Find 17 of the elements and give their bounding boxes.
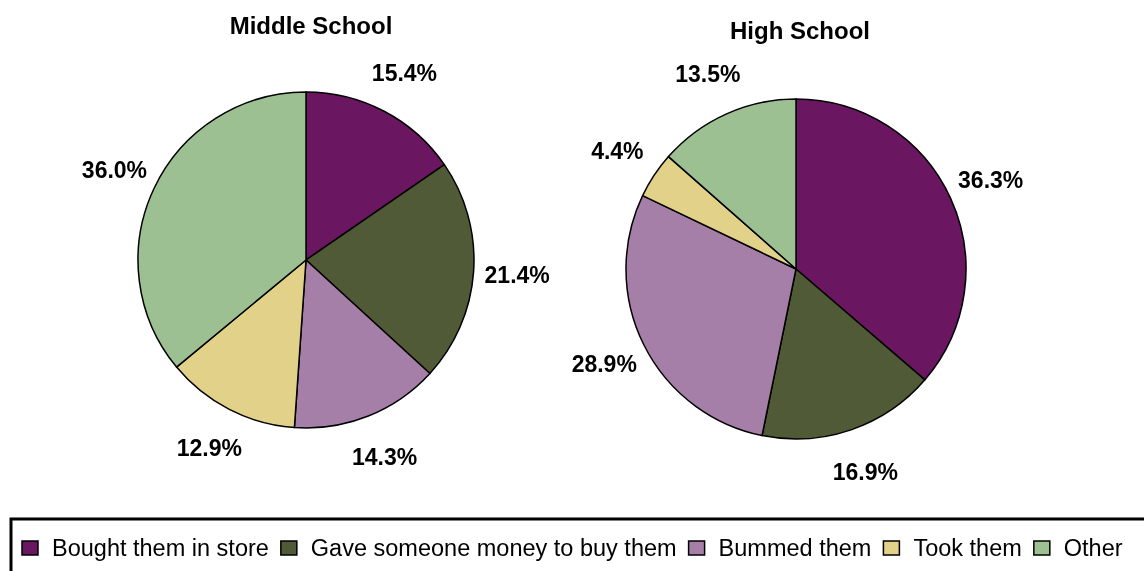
data-label: 16.9% [832,458,898,485]
legend-label: Took them [913,535,1022,561]
legend-label: Bought them in store [52,535,269,561]
legend-label: Bummed them [718,535,872,561]
chart-title: Middle School [229,12,393,39]
data-label: 4.4% [591,137,644,164]
chart-title: High School [730,17,870,44]
legend-label: Other [1063,535,1123,561]
data-label: 28.9% [571,351,637,378]
data-label: 14.3% [351,443,418,470]
data-label: 36.3% [958,166,1024,193]
data-label: 12.9% [176,435,242,462]
legend-label: Gave someone money to buy them [310,535,677,561]
data-label: 36.0% [81,156,148,183]
data-label: 15.4% [371,59,438,86]
data-label: 21.4% [484,261,550,288]
data-label: 13.5% [675,60,741,87]
